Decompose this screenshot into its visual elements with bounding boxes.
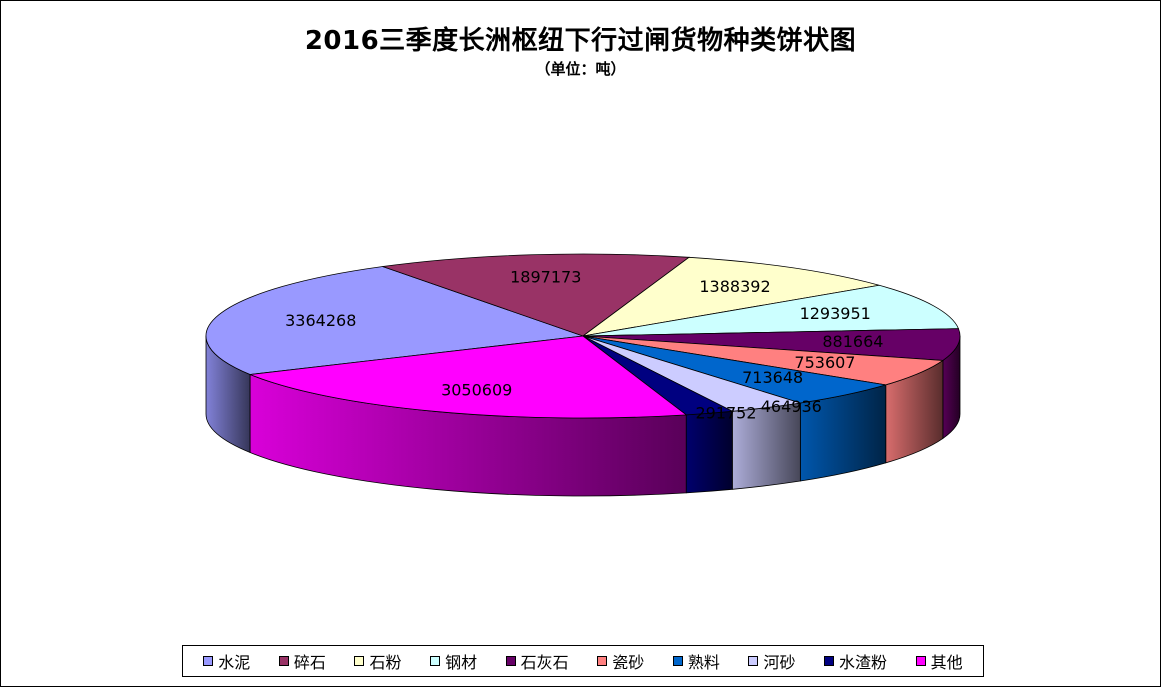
legend-label: 石灰石: [520, 653, 569, 672]
slice-9-side: [685, 410, 733, 494]
data-label-6: 753607: [794, 353, 855, 372]
chart-title: 2016三季度长洲枢纽下行过闸货物种类饼状图: [304, 26, 857, 56]
data-label-8: 464936: [761, 397, 822, 416]
legend-label: 河砂: [763, 653, 796, 672]
legend-swatch: [824, 656, 835, 666]
legend-swatch: [354, 656, 365, 666]
legend-swatch: [505, 656, 516, 666]
slice-5-top: [582, 328, 961, 361]
legend-swatch: [597, 656, 608, 666]
legend-swatch: [430, 656, 441, 666]
slice-3-top: [582, 256, 880, 337]
legend-label: 碎石: [293, 653, 326, 672]
chart-subtitle: （单位：吨）: [535, 60, 626, 78]
legend-swatch: [278, 656, 289, 666]
legend-label: 其他: [930, 653, 963, 672]
legend-label: 水渣粉: [839, 653, 888, 672]
legend-item-8: 河砂: [748, 649, 795, 673]
legend-item-7: 熟料: [672, 649, 720, 673]
legend-item-5: 石灰石: [505, 649, 569, 673]
legend-label: 瓷砂: [612, 653, 645, 672]
data-label-2: 1897173: [510, 268, 581, 287]
slice-2-top: [382, 253, 691, 337]
data-label-4: 1293951: [800, 304, 871, 323]
data-label-1: 3364268: [285, 311, 356, 330]
chart-legend: 水泥 碎石 石粉 钢材 石灰石 瓷砂 熟料 河砂 水渣粉 其他: [182, 645, 984, 677]
legend-item-3: 石粉: [354, 649, 401, 673]
legend-swatch: [748, 656, 759, 666]
slice-10-top: [249, 335, 688, 419]
data-label-5: 881664: [822, 332, 883, 351]
legend-label: 钢材: [445, 653, 478, 672]
slice-7-top: [582, 335, 886, 404]
data-label-10: 3050609: [441, 380, 512, 399]
legend-item-6: 瓷砂: [597, 649, 644, 673]
legend-item-9: 水渣粉: [824, 649, 887, 673]
legend-label: 石粉: [369, 653, 402, 672]
slice-4-top: [582, 284, 960, 337]
legend-swatch: [672, 656, 683, 666]
legend-item-1: 水泥: [203, 649, 250, 673]
legend-label: 水泥: [218, 653, 251, 672]
pie-chart: 3364268 1897173 1388392 1293951 881664 753607…: [205, 253, 961, 497]
slice-1-top: [205, 266, 584, 375]
data-label-7: 713648: [742, 368, 803, 387]
legend-item-2: 碎石: [278, 649, 326, 673]
data-label-3: 1388392: [699, 277, 770, 296]
legend-swatch: [203, 656, 214, 666]
legend-swatch: [915, 656, 926, 666]
legend-label: 熟料: [687, 653, 720, 672]
legend-item-4: 钢材: [430, 649, 477, 673]
legend-item-10: 其他: [915, 649, 963, 673]
data-label-9: 291752: [695, 403, 756, 422]
